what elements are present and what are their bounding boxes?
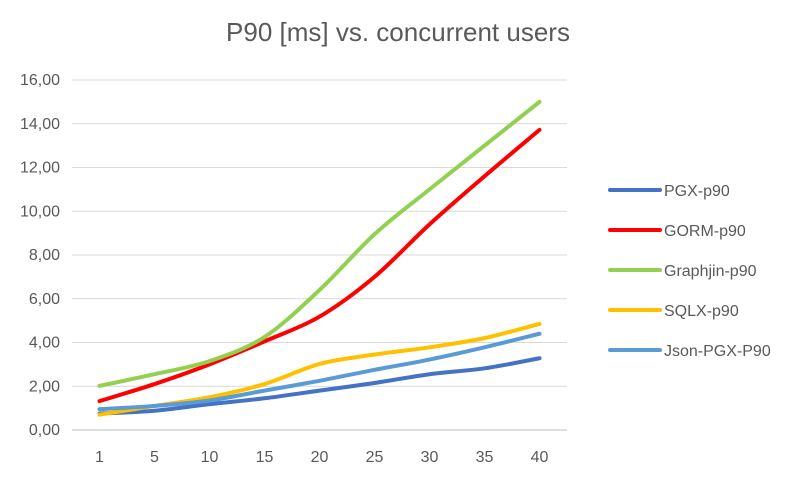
x-tick-label: 30 (421, 449, 439, 466)
y-tick-label: 2,00 (29, 378, 60, 395)
series-line-pgx-p90 (97, 356, 542, 416)
series-line-graphjin-p90 (97, 99, 542, 388)
chart-title: P90 [ms] vs. concurrent users (226, 17, 570, 47)
legend-label: Json-PGX-P90 (664, 343, 771, 360)
x-tick-label: 10 (201, 449, 219, 466)
series-line-gorm-p90 (97, 127, 542, 404)
y-tick-label: 4,00 (29, 335, 60, 352)
x-tick-label: 35 (476, 449, 494, 466)
x-tick-label: 40 (531, 449, 549, 466)
x-tick-label: 5 (150, 449, 159, 466)
legend: PGX-p90 GORM-p90 Graphjin-p90 SQLX-p90 Json-… (608, 183, 771, 360)
y-tick-label: 10,00 (20, 203, 60, 220)
series-lines (97, 99, 542, 417)
x-tick-label: 20 (311, 449, 329, 466)
legend-label: PGX-p90 (664, 183, 730, 200)
y-tick-label: 14,00 (20, 116, 60, 133)
y-tick-label: 8,00 (29, 247, 60, 264)
axes: 0,00 2,00 4,00 6,00 8,00 10,00 12,00 14,00 16,00… (20, 72, 567, 466)
y-tick-label: 12,00 (20, 160, 60, 177)
x-tick-label: 25 (366, 449, 384, 466)
y-tick-label: 16,00 (20, 72, 60, 89)
series-line-json-pgx-p90 (97, 331, 542, 412)
legend-label: SQLX-p90 (664, 303, 739, 320)
y-tick-label: 6,00 (29, 291, 60, 308)
x-tick-label: 1 (95, 449, 104, 466)
x-tick-label: 15 (256, 449, 274, 466)
legend-label: Graphjin-p90 (664, 263, 757, 280)
legend-label: GORM-p90 (664, 223, 746, 240)
y-tick-label: 0,00 (29, 422, 60, 439)
grid-lines (72, 79, 567, 387)
